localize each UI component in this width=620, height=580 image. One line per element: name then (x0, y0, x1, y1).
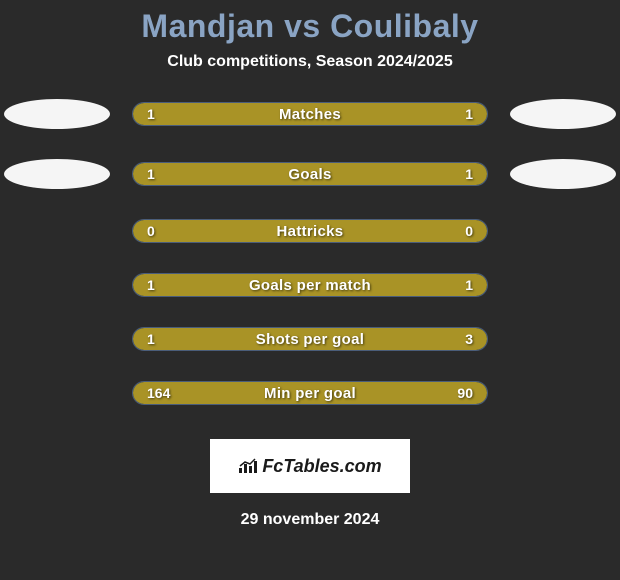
stat-row: 13Shots per goal (0, 327, 620, 351)
bar-segment-right (363, 382, 487, 404)
stat-bar: 00Hattricks (132, 219, 488, 243)
stat-bar: 11Goals per match (132, 273, 488, 297)
bar-segment-left (133, 220, 487, 242)
chart-icon (238, 458, 258, 474)
stat-bar: 13Shots per goal (132, 327, 488, 351)
player-left-oval (4, 159, 110, 189)
stat-row: 11Goals per match (0, 273, 620, 297)
logo-text: FcTables.com (262, 456, 381, 477)
stat-bar: 11Goals (132, 162, 488, 186)
bar-segment-right (310, 274, 487, 296)
stat-rows: 11Matches 11Goals 00Hattricks 11Goals per m… (0, 99, 620, 435)
player-left-oval (4, 99, 110, 129)
bar-segment-left (133, 328, 222, 350)
player-right-oval (510, 99, 616, 129)
player-right-oval (510, 159, 616, 189)
bar-segment-left (133, 163, 310, 185)
date-label: 29 november 2024 (241, 511, 380, 529)
page-title: Mandjan vs Coulibaly (141, 8, 478, 45)
stat-row: 11Goals (0, 159, 620, 189)
comparison-infographic: Mandjan vs Coulibaly Club competitions, … (0, 0, 620, 529)
stat-bar: 11Matches (132, 102, 488, 126)
bar-segment-right (222, 328, 488, 350)
logo-box: FcTables.com (210, 439, 410, 493)
page-subtitle: Club competitions, Season 2024/2025 (167, 53, 452, 71)
logo: FcTables.com (238, 456, 381, 477)
stat-row: 16490Min per goal (0, 381, 620, 405)
stat-row: 11Matches (0, 99, 620, 129)
bar-segment-left (133, 103, 310, 125)
bar-segment-right (310, 103, 487, 125)
stat-bar: 16490Min per goal (132, 381, 488, 405)
stat-row: 00Hattricks (0, 219, 620, 243)
bar-segment-left (133, 274, 310, 296)
bar-segment-left (133, 382, 363, 404)
bar-segment-right (310, 163, 487, 185)
